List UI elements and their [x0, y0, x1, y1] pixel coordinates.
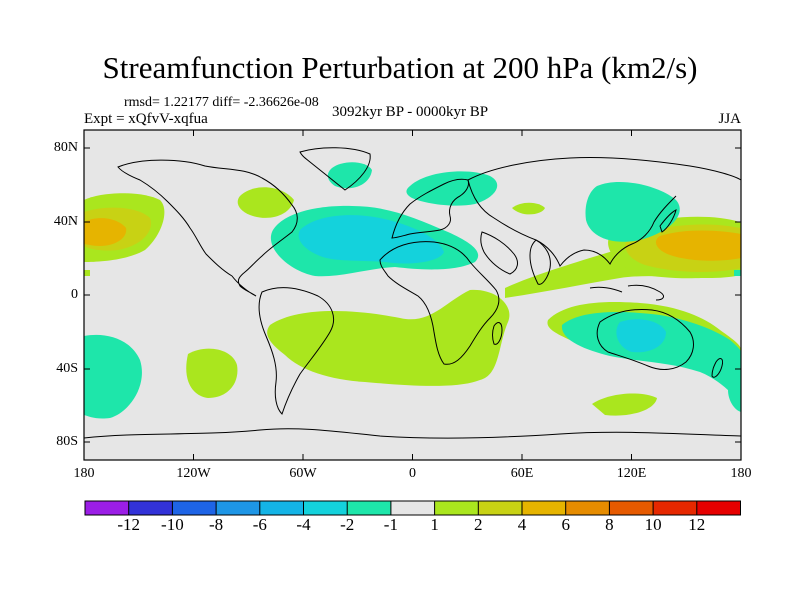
- colorbar-label-m8: -8: [209, 515, 223, 535]
- colorbar-box-10: [478, 501, 522, 515]
- colorbar-label-p12: 12: [688, 515, 705, 535]
- y-tick-label-0: 0: [71, 287, 78, 303]
- colorbar-label-m4: -4: [296, 515, 310, 535]
- x-tick-label-120w: 120W: [176, 466, 210, 482]
- x-tick-label-0: 0: [409, 466, 416, 482]
- colorbar-box-11: [522, 501, 566, 515]
- colorbar-label-p4: 4: [518, 515, 527, 535]
- x-tick-label-120e: 120E: [617, 466, 647, 482]
- colorbar-label-p6: 6: [561, 515, 570, 535]
- y-tick-label-40n: 40N: [54, 214, 78, 230]
- colorbar-label-m1: -1: [384, 515, 398, 535]
- colorbar-box-5: [260, 501, 304, 515]
- colorbar-box-4: [216, 501, 260, 515]
- colorbar-box-8: [391, 501, 435, 515]
- colorbar-label-m6: -6: [253, 515, 267, 535]
- colorbar-box-13: [609, 501, 653, 515]
- x-tick-label-180-west: 180: [74, 466, 95, 482]
- colorbar-box-3: [172, 501, 216, 515]
- contour-neg-sliver-east: [734, 270, 741, 276]
- colorbar-box-12: [566, 501, 610, 515]
- x-tick-label-180-east: 180: [731, 466, 752, 482]
- colorbar-label-m10: -10: [161, 515, 184, 535]
- x-tick-label-60e: 60E: [511, 466, 534, 482]
- colorbar-label-p1: 1: [430, 515, 439, 535]
- colorbar-box-6: [304, 501, 348, 515]
- colorbar-box-15: [697, 501, 741, 515]
- colorbar-box-7: [347, 501, 391, 515]
- colorbar-label-m2: -2: [340, 515, 354, 535]
- colorbar-label-p2: 2: [474, 515, 483, 535]
- colorbar: [85, 501, 741, 515]
- y-tick-label-80n: 80N: [54, 140, 78, 156]
- colorbar-box-1: [85, 501, 129, 515]
- colorbar-box-9: [435, 501, 479, 515]
- contour-pos-sliver: [84, 270, 90, 276]
- colorbar-box-2: [129, 501, 173, 515]
- y-tick-label-40s: 40S: [56, 361, 78, 377]
- map-figure: [0, 0, 800, 600]
- colorbar-label-p8: 8: [605, 515, 614, 535]
- colorbar-label-m12: -12: [117, 515, 140, 535]
- colorbar-box-14: [653, 501, 697, 515]
- y-tick-label-80s: 80S: [56, 434, 78, 450]
- colorbar-label-p10: 10: [645, 515, 662, 535]
- x-tick-label-60w: 60W: [289, 466, 316, 482]
